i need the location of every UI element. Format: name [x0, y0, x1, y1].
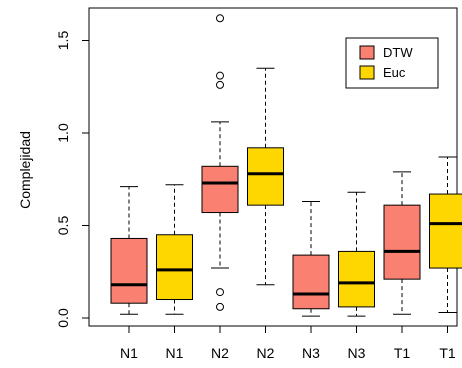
x-tick-label: N2 [257, 345, 275, 361]
boxes-layer [110, 14, 462, 317]
box-iqr [156, 234, 193, 300]
y-axis-title: Complejidad [17, 131, 33, 209]
y-tick-label: 1.5 [55, 31, 71, 51]
x-tick-label: T1 [439, 345, 456, 361]
y-axis: 0.0 0.5 1.0 1.5 [55, 31, 90, 328]
box-t1-dtw [383, 171, 421, 315]
box-t1-euc [429, 156, 462, 313]
x-axis: N1 N1 N2 N2 N3 N3 T1 T1 [120, 325, 456, 361]
outlier-point [216, 14, 224, 23]
x-tick-label: N3 [348, 345, 366, 361]
x-tick-label: N2 [211, 345, 229, 361]
box-iqr [247, 147, 284, 206]
legend-label-euc: Euc [383, 65, 406, 80]
box-n3-euc [338, 191, 375, 317]
legend-label-dtw: DTW [383, 45, 413, 60]
outlier-point [216, 71, 224, 80]
legend-swatch-dtw [359, 45, 375, 60]
box-n3-dtw [292, 200, 330, 317]
box-n2-dtw [201, 14, 239, 311]
box-iqr [383, 204, 421, 280]
box-iqr [292, 254, 330, 310]
box-iqr [429, 193, 462, 269]
y-tick-label: 1.0 [55, 123, 71, 143]
y-tick-label: 0.5 [55, 216, 71, 236]
x-tick-label: T1 [394, 345, 411, 361]
y-tick-label: 0.0 [55, 308, 71, 328]
box-iqr [338, 250, 375, 308]
legend-swatch-euc [359, 65, 375, 80]
box-n1-dtw [110, 186, 148, 315]
outlier-point [216, 288, 224, 297]
box-iqr [110, 237, 148, 304]
x-tick-label: N3 [302, 345, 320, 361]
box-n1-euc [156, 184, 193, 315]
box-n2-euc [247, 67, 284, 286]
legend: DTW Euc [345, 37, 439, 89]
outlier-point [216, 302, 224, 311]
outlier-point [216, 80, 224, 89]
box-iqr [201, 165, 239, 214]
x-tick-label: N1 [166, 345, 184, 361]
x-tick-label: N1 [120, 345, 138, 361]
